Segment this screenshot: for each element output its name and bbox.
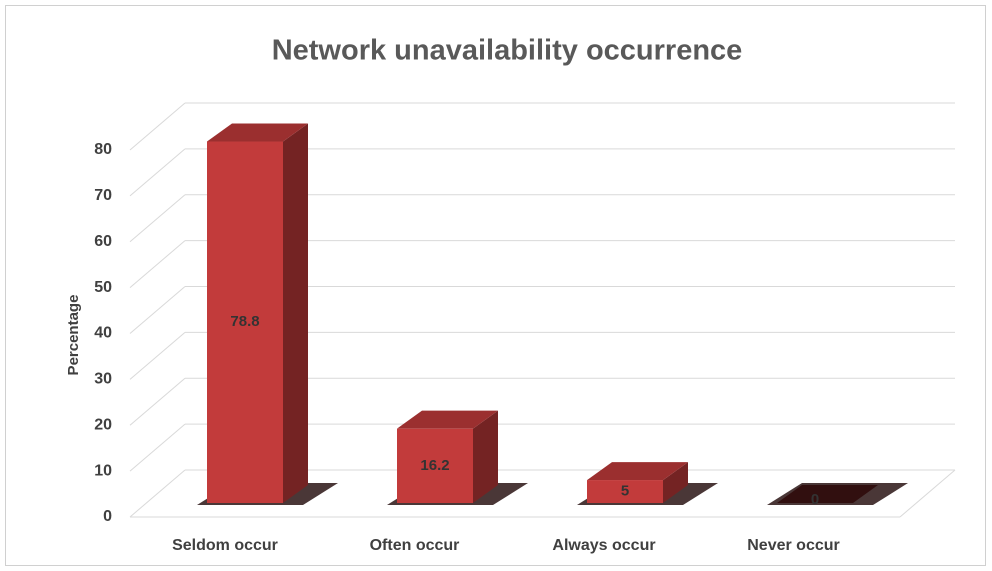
y-tick-label: 50 (94, 279, 112, 296)
grid-line-side (129, 148, 186, 197)
data-label: 16.2 (420, 457, 449, 474)
bar-side (663, 462, 688, 503)
y-tick-label: 70 (94, 187, 112, 204)
y-axis-label: Percentage (65, 295, 82, 376)
floor-right (899, 469, 956, 518)
y-tick-label: 30 (94, 371, 112, 388)
bar-top (207, 123, 308, 142)
bar-top (777, 485, 878, 503)
grid-line-side (129, 102, 186, 151)
y-tick-label: 10 (94, 462, 112, 479)
y-tick-label: 60 (94, 233, 112, 250)
y-tick-label: 80 (94, 141, 112, 158)
bar (207, 141, 283, 503)
bar-top (397, 410, 498, 429)
y-tick-label: 20 (94, 416, 112, 433)
x-tick-label: Never occur (747, 537, 840, 554)
grid-line-side (129, 240, 186, 289)
bar-side (283, 123, 308, 503)
chart-title: Network unavailability occurrence (272, 35, 743, 67)
grid-line-side (129, 286, 186, 334)
grid-line-side (129, 331, 186, 380)
y-tick-label: 0 (103, 508, 112, 525)
data-label: 0 (811, 491, 819, 508)
bar-top (587, 462, 688, 481)
x-tick-label: Seldom occur (172, 537, 278, 554)
bar-side (473, 410, 498, 503)
x-tick-label: Often occur (370, 537, 460, 554)
data-label: 5 (621, 483, 629, 500)
data-label: 78.8 (230, 313, 259, 330)
grid-line-side (129, 469, 186, 518)
bar (587, 480, 663, 503)
grid-line-side (129, 423, 186, 472)
y-tick-label: 40 (94, 325, 112, 342)
grid-line-side (129, 194, 186, 243)
bar (397, 428, 473, 503)
grid-line-side (129, 377, 186, 426)
x-tick-label: Always occur (552, 537, 655, 554)
